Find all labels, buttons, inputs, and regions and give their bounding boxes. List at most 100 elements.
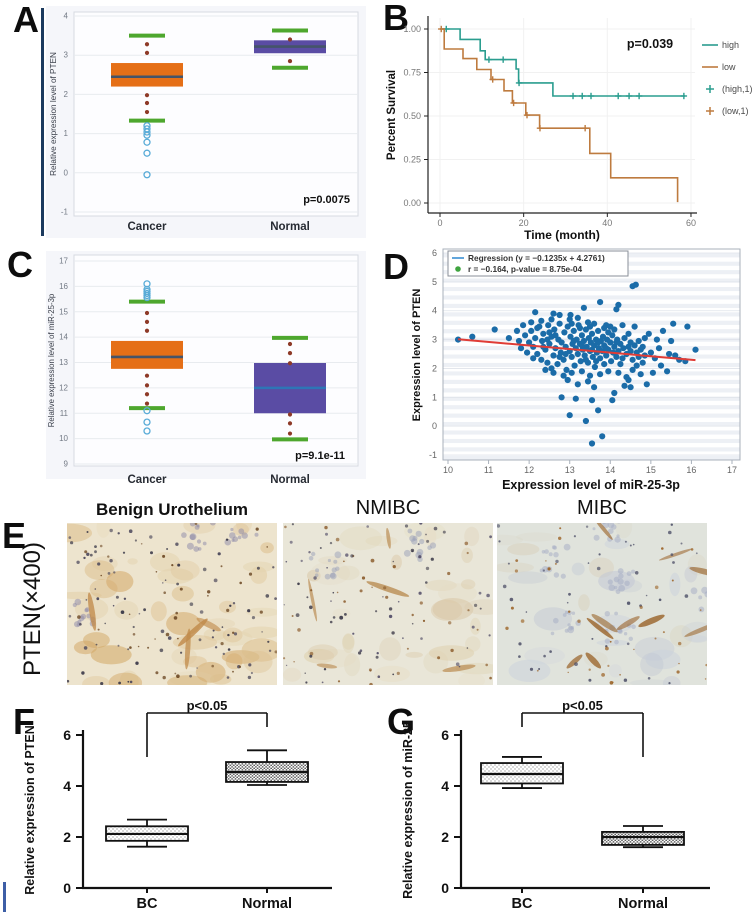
nucleus-speck: [478, 591, 482, 595]
scatter-point: [582, 417, 589, 425]
nucleus-speck: [529, 667, 534, 671]
scatter-point: [520, 322, 527, 329]
ihc-panel: Benign Urothelium NMIBC MIBC: [0, 495, 756, 700]
stained-streak: [638, 614, 665, 628]
y-tick-label: 5: [432, 277, 437, 287]
nucleus-speck: [383, 586, 387, 590]
cell-cluster-dot: [553, 552, 559, 558]
nucleus-speck: [154, 638, 156, 640]
scatter-point: [603, 345, 610, 352]
nucleus-speck: [211, 664, 214, 668]
nucleus-speck: [179, 587, 183, 591]
y-tick-label: -1: [429, 450, 437, 460]
nucleus-speck: [289, 540, 293, 544]
nucleus-speck: [609, 640, 612, 643]
cell-cluster-dot: [181, 532, 187, 538]
box-cancer: [111, 340, 183, 369]
nucleus-speck: [668, 682, 671, 685]
nucleus-speck: [507, 562, 510, 565]
far-outlier-circle: [143, 407, 151, 415]
scatter-point: [692, 346, 699, 353]
tissue-blob: [464, 526, 480, 547]
stained-streak: [594, 523, 613, 540]
nucleus-speck: [162, 554, 166, 558]
nucleus-speck: [670, 553, 674, 556]
outlier-dot: [144, 392, 150, 397]
tissue-blob: [571, 562, 585, 576]
x-tick-label: 17: [727, 465, 737, 475]
scatter-point: [582, 356, 589, 363]
scatter-point: [567, 311, 574, 319]
nucleus-speck: [568, 610, 571, 613]
nucleus-speck: [568, 592, 571, 596]
nucleus-speck: [297, 582, 300, 586]
nucleus-speck: [510, 606, 514, 610]
tissue-blob: [260, 542, 274, 554]
category-label: Cancer: [128, 474, 168, 486]
cell-cluster-dot: [237, 535, 242, 540]
nucleus-speck: [79, 623, 82, 626]
nucleus-speck: [313, 576, 317, 580]
background-stripe: [443, 303, 740, 309]
scatter-point: [578, 368, 585, 375]
cell-cluster-dot: [84, 608, 89, 613]
nucleus-speck: [591, 637, 594, 640]
tissue-blob: [379, 637, 401, 661]
cell-cluster-dot: [334, 551, 342, 559]
nucleus-speck: [668, 530, 672, 535]
scatter-point: [578, 342, 585, 349]
nucleus-speck: [86, 552, 90, 556]
y-tick-label: 3: [64, 51, 69, 60]
cell-cluster-dot: [550, 631, 555, 636]
tissue-blob: [250, 566, 268, 584]
nucleus-speck: [77, 615, 81, 619]
nucleus-speck: [662, 631, 665, 634]
nucleus-speck: [392, 673, 395, 676]
cell-cluster-dot: [403, 549, 411, 557]
cell-cluster-dot: [608, 528, 614, 534]
nucleus-speck: [137, 645, 140, 648]
nucleus-speck: [345, 553, 349, 557]
cell-cluster-dot: [608, 584, 615, 591]
nucleus-speck: [545, 560, 547, 562]
nucleus-speck: [671, 579, 674, 582]
cell-cluster-dot: [690, 587, 698, 595]
nucleus-speck: [265, 594, 270, 598]
background-stripe: [443, 455, 740, 460]
scatter-point: [639, 359, 646, 366]
scatter-point: [586, 323, 594, 330]
nucleus-speck: [248, 663, 252, 667]
far-outlier-circle: [143, 427, 151, 435]
nucleus-speck: [239, 581, 242, 585]
nucleus-speck: [196, 667, 198, 669]
nucleus-speck: [321, 681, 324, 684]
nucleus-speck: [343, 600, 346, 603]
nucleus-speck: [266, 546, 268, 548]
cell-cluster-dot: [72, 602, 77, 608]
scatter-point: [551, 326, 558, 333]
nucleus-speck: [699, 609, 702, 611]
nucleus-speck: [229, 604, 232, 607]
nucleus-speck: [558, 536, 562, 540]
nucleus-speck: [207, 590, 211, 594]
nucleus-speck: [366, 525, 369, 528]
tissue-blob: [96, 523, 111, 538]
cell-cluster-dot: [562, 613, 567, 617]
cell-cluster-dot: [189, 534, 196, 540]
scatter-point: [560, 372, 567, 379]
nucleus-speck: [232, 631, 235, 634]
tissue-blob: [222, 627, 243, 643]
nucleus-speck: [329, 620, 333, 624]
p-value-label: p<0.05: [187, 700, 228, 713]
nucleus-speck: [418, 555, 422, 559]
scatter-point: [455, 336, 462, 343]
scatter-point: [588, 330, 596, 337]
cell-cluster-dot: [202, 541, 207, 546]
tissue-blob: [669, 572, 681, 597]
scatter-point: [532, 309, 539, 316]
scatter-point: [595, 327, 602, 334]
nucleus-speck: [100, 682, 104, 685]
nucleus-speck: [471, 625, 475, 629]
nucleus-speck: [419, 523, 423, 525]
nucleus-speck: [488, 634, 491, 637]
